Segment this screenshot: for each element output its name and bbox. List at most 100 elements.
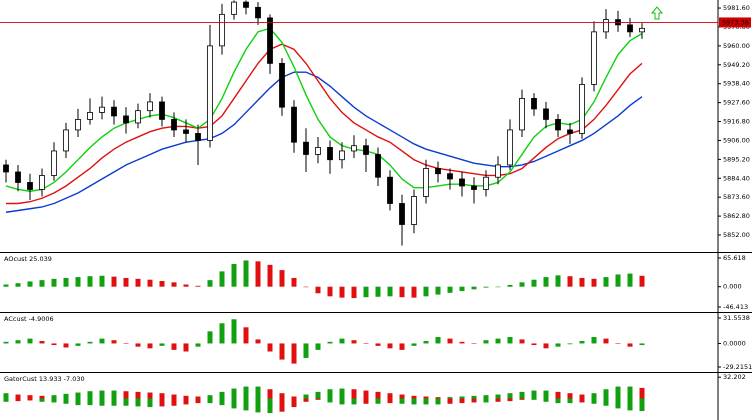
gator-bar — [567, 393, 573, 399]
candle-body — [447, 173, 453, 180]
candle-body — [51, 150, 57, 176]
histogram-bar — [231, 263, 237, 287]
gator-bar — [3, 398, 9, 402]
y-tick-label: 5884.40 — [723, 174, 750, 182]
gator-bar — [291, 396, 297, 399]
candle-body — [459, 178, 465, 187]
histogram-bar — [159, 343, 165, 346]
candle-body — [267, 17, 273, 64]
gator-bar — [339, 388, 345, 399]
gator-bar — [531, 390, 537, 399]
gator-bar — [123, 391, 129, 399]
gator-bar — [627, 398, 633, 411]
candle-body — [531, 98, 537, 110]
y-tick-label: 31.5538 — [723, 314, 750, 322]
candle-body — [123, 115, 129, 124]
y-tick-label: 0.000 — [723, 283, 742, 291]
histogram-bar — [555, 275, 561, 287]
candle-body — [519, 98, 525, 131]
histogram-bar — [423, 341, 429, 344]
candle-body — [495, 164, 501, 178]
gator-bar — [555, 398, 561, 404]
histogram-bar — [471, 343, 477, 344]
candle-body — [411, 196, 417, 225]
y-tick-label: 5960.00 — [723, 42, 750, 50]
histogram-bar — [495, 286, 501, 288]
histogram-bar — [231, 319, 237, 344]
gator-bar — [63, 398, 69, 404]
gator-bar — [51, 395, 57, 399]
candle-body — [111, 106, 117, 117]
alligator-line — [6, 43, 643, 205]
histogram-bar — [519, 339, 525, 344]
histogram-bar — [111, 276, 117, 287]
gator-bar — [195, 396, 201, 399]
histogram-bar — [207, 331, 213, 344]
histogram-bar — [123, 277, 129, 287]
histogram-bar — [375, 343, 381, 346]
histogram-bar — [219, 323, 225, 344]
y-tick-label: 5862.80 — [723, 212, 750, 220]
gator-bar — [543, 398, 549, 402]
pane-title: GatorCust 13.933 -7.030 — [4, 375, 85, 383]
gator-bar — [27, 398, 33, 401]
histogram-bar — [87, 276, 93, 287]
gator-bar — [195, 398, 201, 404]
gator-bar — [315, 398, 321, 400]
candle-body — [555, 119, 561, 131]
gator-bar — [87, 398, 93, 406]
gator-bar — [15, 394, 21, 399]
gator-bar — [99, 390, 105, 399]
y-tick-label: -46.413 — [723, 303, 748, 311]
gator-bar — [39, 398, 45, 402]
gator-bar — [351, 398, 357, 405]
gator-bar — [399, 394, 405, 399]
y-tick-label: 5873.60 — [723, 193, 750, 201]
gator-bar — [387, 398, 393, 404]
histogram-bar — [3, 284, 9, 287]
gator-bar — [147, 398, 153, 408]
gator-bar — [171, 398, 177, 406]
gator-bar — [279, 393, 285, 399]
price-label: 5973.38 — [722, 18, 749, 26]
histogram-bar — [279, 270, 285, 287]
histogram-bar — [135, 343, 141, 347]
candle-body — [219, 13, 225, 47]
histogram-bar — [183, 284, 189, 287]
histogram-bar — [567, 276, 573, 287]
y-tick-label: 65.618 — [723, 254, 746, 262]
gator-bar — [459, 396, 465, 399]
histogram-bar — [267, 264, 273, 287]
gator-bar — [423, 398, 429, 405]
gator-bar — [207, 398, 213, 404]
y-tick-label: 5981.60 — [723, 4, 750, 12]
gator-bar — [411, 398, 417, 405]
gator-bar — [267, 398, 273, 414]
histogram-bar — [159, 281, 165, 287]
gator-bar — [207, 395, 213, 399]
histogram-bar — [39, 341, 45, 344]
histogram-bar — [75, 277, 81, 287]
histogram-bar — [75, 343, 81, 346]
histogram-bar — [627, 343, 633, 347]
histogram-bar — [339, 286, 345, 298]
gator-bar — [435, 397, 441, 399]
histogram-bar — [447, 338, 453, 344]
y-tick-label: 5927.60 — [723, 99, 750, 107]
gator-bar — [267, 389, 273, 399]
histogram-bar — [63, 277, 69, 287]
histogram-bar — [63, 343, 69, 348]
gator-bar — [303, 398, 309, 402]
histogram-bar — [99, 275, 105, 287]
y-tick-label: 5852.00 — [723, 231, 750, 239]
histogram-bar — [399, 343, 405, 350]
candle-body — [543, 108, 549, 120]
histogram-bar — [459, 286, 465, 292]
histogram-bar — [603, 338, 609, 344]
gator-bar — [75, 398, 81, 406]
gator-bar — [567, 398, 573, 404]
histogram-bar — [327, 286, 333, 297]
candle-body — [207, 45, 213, 141]
